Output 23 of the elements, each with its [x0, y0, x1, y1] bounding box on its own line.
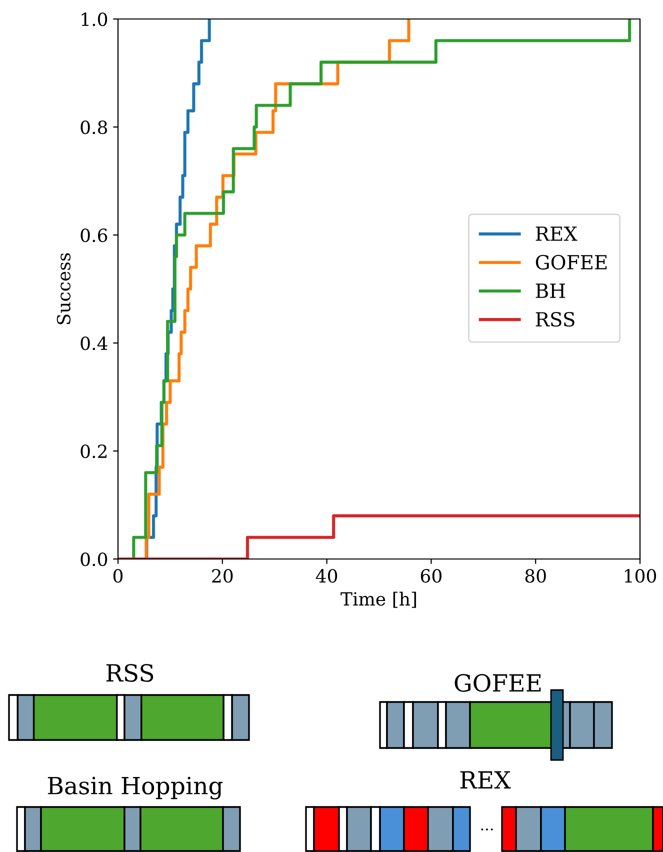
legend-label: REX — [536, 226, 578, 241]
x-tick-label: 20 — [212, 569, 233, 583]
y-tick-label: 0.6 — [80, 228, 108, 242]
y-tick-label: 0.0 — [80, 552, 108, 566]
x-tick-label: 0 — [113, 569, 123, 583]
y-axis-title: Success — [56, 253, 71, 324]
text: REX — [460, 771, 511, 789]
legend-label: BH — [536, 284, 565, 298]
y-tick-label: 0.4 — [80, 336, 108, 350]
text: RSS — [106, 664, 154, 682]
text: GOFEE — [454, 674, 541, 692]
y-tick-label: 1.0 — [82, 12, 108, 26]
y-tick-label: 0.2 — [80, 444, 107, 458]
text: ... — [481, 828, 493, 830]
x-tick-label: 80 — [525, 569, 546, 583]
text: Basin Hopping — [48, 776, 223, 800]
x-axis-title: Time [h] — [340, 592, 416, 608]
x-tick-label: 100 — [624, 569, 656, 583]
y-tick-label: 0.8 — [80, 120, 108, 134]
legend-label: GOFEE — [536, 254, 607, 270]
x-tick-label: 60 — [420, 569, 442, 583]
legend-label: RSS — [536, 312, 574, 327]
x-tick-label: 40 — [316, 569, 338, 583]
